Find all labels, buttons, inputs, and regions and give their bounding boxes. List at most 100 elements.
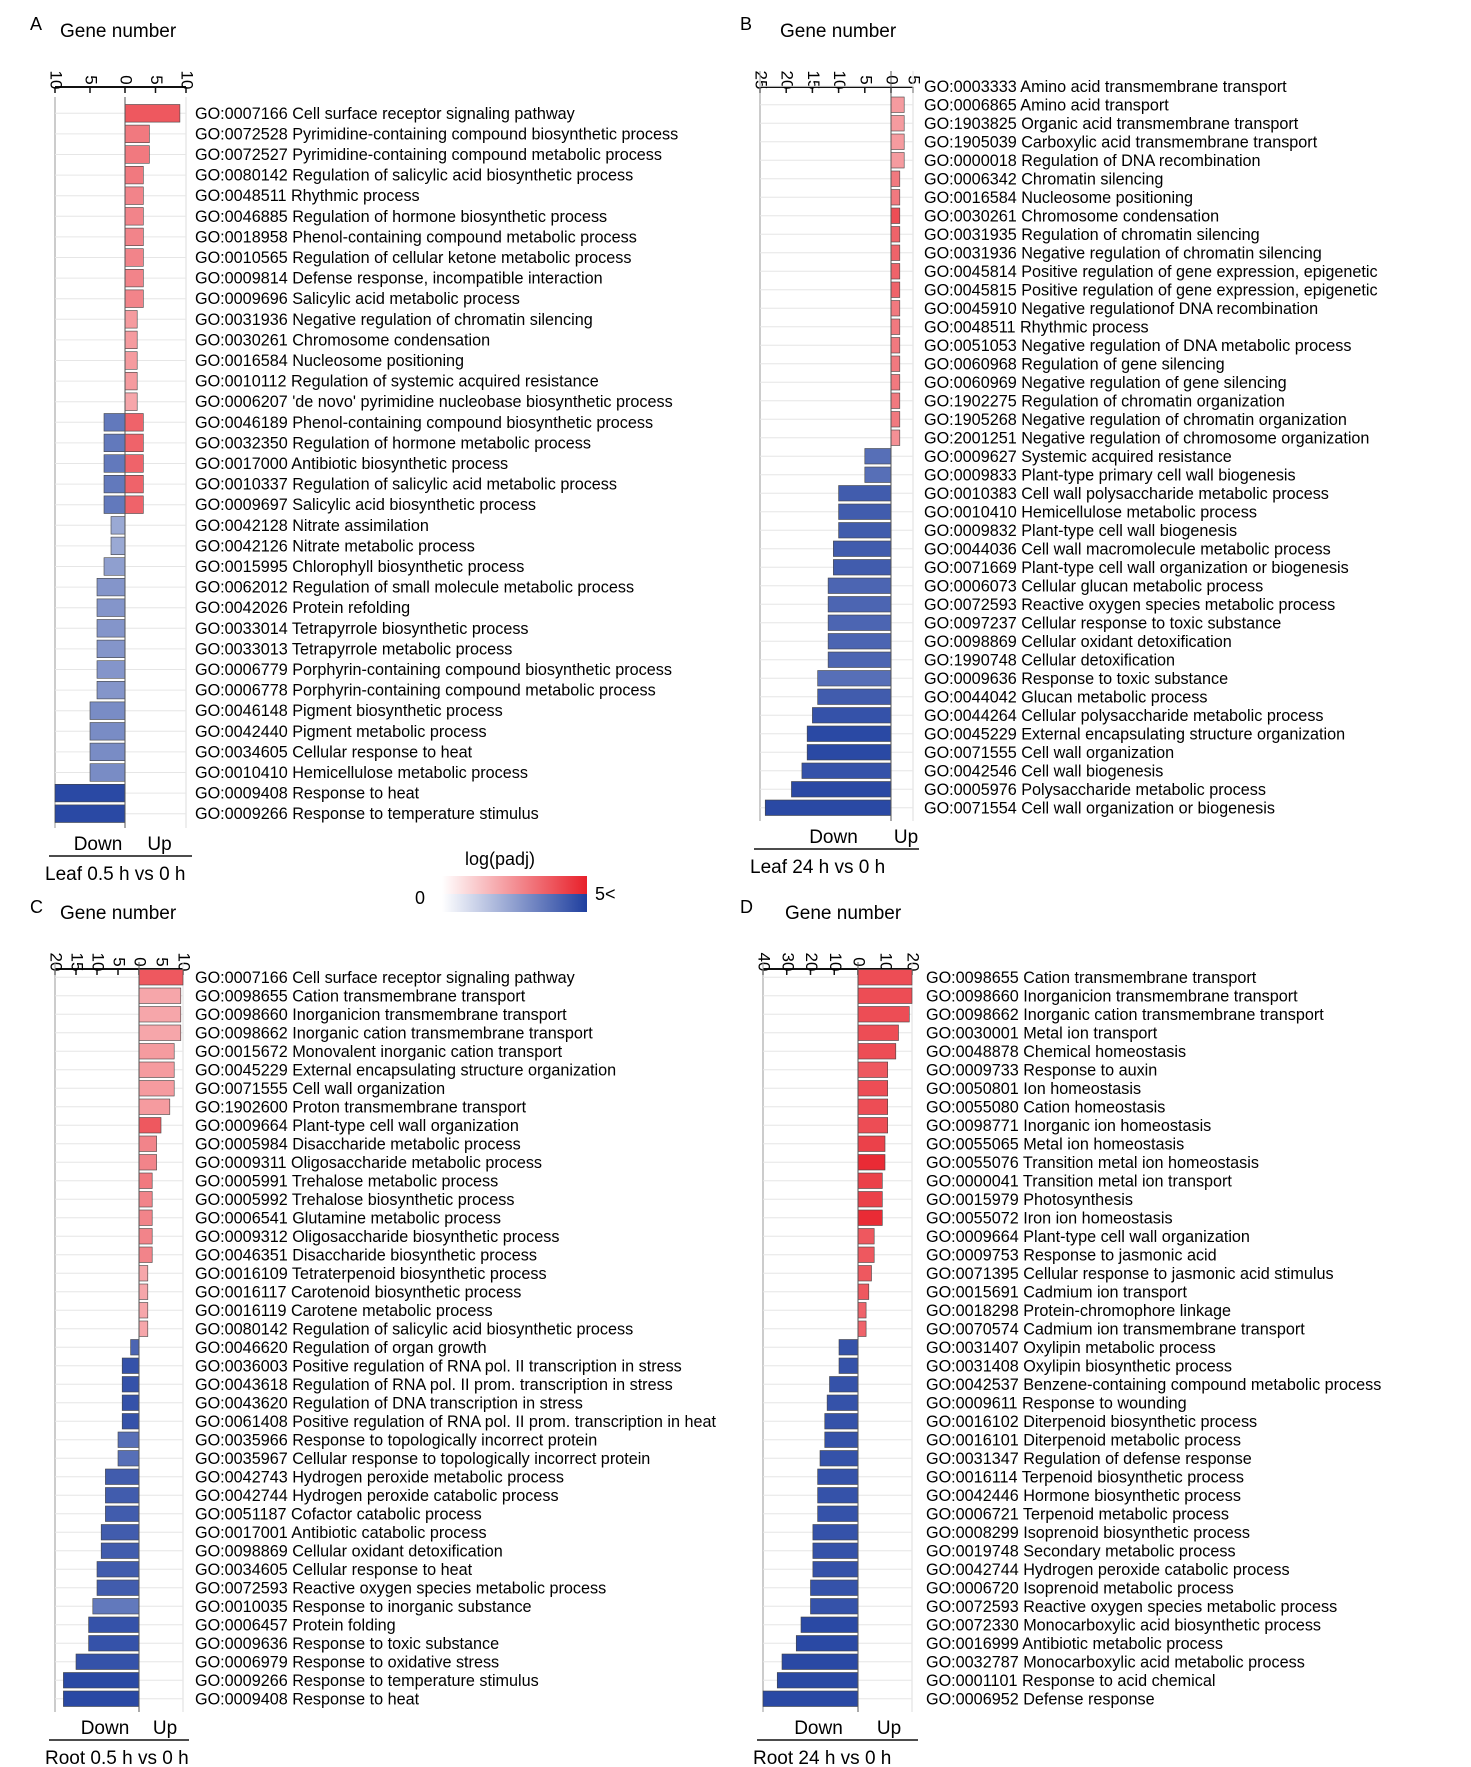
term-label: GO:0017000 Antibiotic biosynthetic proce…: [195, 455, 508, 473]
bar-down: [54, 783, 126, 803]
bar-up: [124, 268, 144, 288]
bar-down: [63, 1672, 140, 1689]
term-label: GO:0015691 Cadmium ion transport: [926, 1283, 1187, 1301]
term-label: GO:0043618 Regulation of RNA pol. II pro…: [195, 1376, 673, 1394]
term-label: GO:0072528 Pyrimidine-containing compoun…: [195, 125, 678, 143]
term-label: GO:0032787 Monocarboxylic acid metabolic…: [926, 1653, 1305, 1671]
term-label: GO:0010410 Hemicellulose metabolic proce…: [195, 764, 528, 782]
term-label: GO:0031408 Oxylipin biosynthetic process: [926, 1357, 1232, 1375]
term-label: GO:0009814 Defense response, incompatibl…: [195, 270, 603, 288]
bar-up: [890, 207, 901, 224]
bar-down: [96, 577, 126, 597]
tick-labels: 25 20 15 10 5 0 5: [752, 71, 924, 93]
bar-down: [827, 577, 892, 594]
bar-up: [124, 145, 150, 164]
term-label: GO:1903825 Organic acid transmembrane tr…: [924, 115, 1299, 133]
bar-down: [88, 1635, 140, 1652]
bar-down: [801, 762, 892, 779]
term-labels: GO:0007166 Cell surface receptor signali…: [195, 105, 678, 823]
bar-down: [54, 804, 126, 823]
bar-down: [130, 1339, 140, 1356]
term-label: GO:0009833 Plant-type primary cell wall …: [924, 466, 1296, 484]
term-label: GO:0042744 Hydrogen peroxide catabolic p…: [195, 1487, 559, 1505]
bar-down: [829, 1376, 859, 1393]
term-label: GO:0071669 Plant-type cell wall organiza…: [924, 559, 1349, 577]
term-label: GO:1905268 Negative regulation of chroma…: [924, 411, 1347, 429]
term-label: GO:0006541 Glutamine metabolic process: [195, 1209, 501, 1227]
bar-down: [776, 1672, 859, 1689]
term-label: GO:0042126 Nitrate metabolic process: [195, 537, 475, 555]
bar-up: [138, 1265, 149, 1282]
bar-up: [890, 189, 901, 206]
term-label: GO:0055076 Transition metal ion homeosta…: [926, 1154, 1259, 1172]
term-label: GO:0061408 Positive regulation of RNA po…: [195, 1413, 716, 1431]
term-label: GO:0019748 Secondary metabolic process: [926, 1542, 1236, 1560]
term-label: GO:0010035 Response to inorganic substan…: [195, 1598, 532, 1616]
panel-d: D Gene number 40 30 20 10 0 10 20 GO:0098655 C…: [740, 897, 1381, 1767]
down-label: Down: [794, 1718, 843, 1739]
term-label: GO:0051053 Negative regulation of DNA me…: [924, 337, 1351, 355]
bar-up: [124, 310, 138, 329]
bar-down: [812, 1561, 859, 1578]
term-label: GO:0007166 Cell surface receptor signali…: [195, 105, 576, 123]
bar-up: [857, 1246, 875, 1263]
tick-label: 0: [131, 957, 150, 966]
bar-up: [124, 392, 138, 411]
bar-up: [138, 969, 184, 986]
bar-up: [857, 1080, 889, 1097]
term-label: GO:1990748 Cellular detoxification: [924, 651, 1175, 669]
bar-series: [762, 962, 913, 1712]
term-label: GO:0071555 Cell wall organization: [195, 1080, 445, 1098]
term-label: GO:0042537 Benzene-containing compound m…: [926, 1376, 1381, 1394]
bar-down: [96, 1561, 140, 1578]
term-label: GO:0016102 Diterpenoid biosynthetic proc…: [926, 1413, 1257, 1431]
panel-b: B Gene number 25 20 15 10 5 0 5 GO:0003333 Ami…: [740, 14, 1378, 878]
term-label: GO:0015995 Chlorophyll biosynthetic proc…: [195, 558, 524, 576]
term-label: GO:0010112 Regulation of systemic acquir…: [195, 373, 599, 391]
term-label: GO:0016119 Carotene metabolic process: [195, 1302, 493, 1320]
term-label: GO:0045815 Positive regulation of gene e…: [924, 281, 1378, 299]
tick-label: 20: [904, 953, 923, 972]
term-label: GO:0015672 Monovalent inorganic cation t…: [195, 1043, 563, 1061]
term-label: GO:0071395 Cellular response to jasmonic…: [926, 1265, 1334, 1283]
bar-up: [857, 1172, 883, 1189]
term-label: GO:0001101 Response to acid chemical: [926, 1672, 1215, 1690]
term-labels: GO:0003333 Amino acid transmembrane tran…: [924, 78, 1378, 818]
term-label: GO:0034605 Cellular response to heat: [195, 1561, 473, 1579]
bar-up: [890, 374, 901, 391]
bar-down: [833, 540, 892, 557]
term-label: GO:0044042 Glucan metabolic process: [924, 688, 1207, 706]
bar-down: [89, 722, 126, 741]
term-label: GO:0098655 Cation transmembrane transpor…: [195, 987, 526, 1005]
term-label: GO:0003333 Amino acid transmembrane tran…: [924, 78, 1287, 96]
term-label: GO:0016101 Diterpenoid metabolic process: [926, 1431, 1241, 1449]
bar-up: [138, 987, 182, 1004]
term-label: GO:0062012 Regulation of small molecule …: [195, 579, 634, 597]
term-label: GO:0055072 Iron ion homeostasis: [926, 1209, 1173, 1227]
tick-label: 10: [47, 71, 66, 90]
comparison-label: Root 0.5 h vs 0 h: [45, 1748, 189, 1767]
bar-up: [124, 474, 144, 494]
term-label: GO:0009266 Response to temperature stimu…: [195, 1672, 539, 1690]
term-label: GO:0009697 Salicylic acid biosynthetic p…: [195, 496, 536, 514]
term-label: GO:0080142 Regulation of salicylic acid …: [195, 167, 633, 185]
term-label: GO:0009664 Plant-type cell wall organiza…: [195, 1117, 519, 1135]
bar-down: [762, 1690, 859, 1707]
bar-up: [857, 1061, 889, 1078]
term-label: GO:0071555 Cell wall organization: [924, 744, 1174, 762]
term-label: GO:0030261 Chromosome condensation: [195, 331, 490, 349]
term-label: GO:0016114 Terpenoid biosynthetic proces…: [926, 1468, 1244, 1486]
bar-up: [890, 300, 901, 317]
bar-down: [96, 660, 126, 679]
term-label: GO:0060969 Negative regulation of gene s…: [924, 374, 1287, 392]
bar-down: [63, 1690, 140, 1707]
term-label: GO:0016999 Antibiotic metabolic process: [926, 1635, 1223, 1653]
tick-label: 10: [877, 953, 896, 972]
term-label: GO:0042026 Protein refolding: [195, 599, 410, 617]
panel-c: C Gene number 20 15 10 5 0 5 10 GO:0007166 Cel…: [30, 897, 716, 1767]
term-label: GO:0046148 Pigment biosynthetic process: [195, 702, 503, 720]
term-label: GO:0005976 Polysaccharide metabolic proc…: [924, 781, 1266, 799]
tick-label: 20: [778, 71, 797, 90]
tick-labels: 10 5 0 5 10: [47, 71, 197, 93]
